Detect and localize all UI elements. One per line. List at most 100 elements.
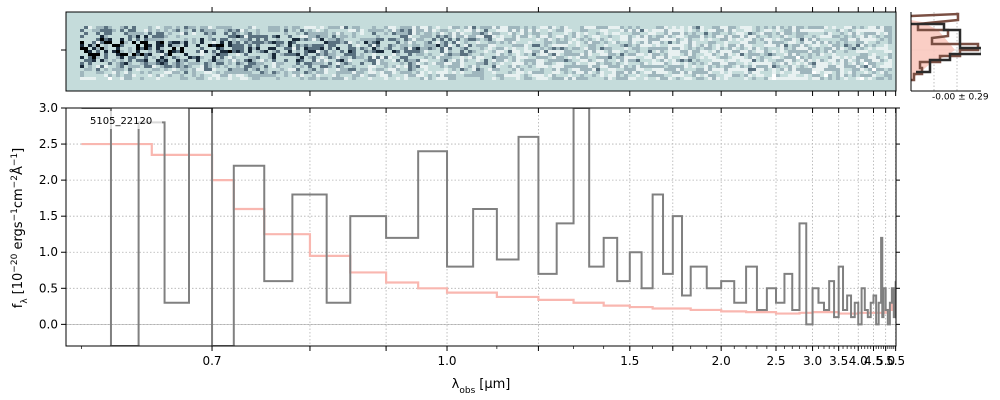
spectrum-2d-pixel [236, 71, 240, 74]
spectrum-2d-pixel [352, 26, 356, 29]
spectrum-2d-pixel [464, 59, 468, 62]
spectrum-2d-pixel [576, 71, 580, 74]
spectrum-2d-pixel [308, 44, 312, 47]
spectrum-2d-pixel [316, 38, 320, 41]
spectrum-2d-pixel [848, 71, 852, 74]
spectrum-2d-pixel [800, 68, 804, 71]
spectrum-2d-pixel [392, 59, 396, 62]
spectrum-2d-pixel [456, 53, 460, 56]
spectrum-2d-pixel [548, 38, 552, 41]
spectrum-2d-pixel [856, 44, 860, 47]
spectrum-2d-pixel [800, 56, 804, 59]
spectrum-2d-pixel [656, 26, 660, 29]
spectrum-2d-pixel [116, 74, 120, 77]
spectrum-2d-pixel [264, 71, 268, 74]
spectrum-2d-pixel [544, 50, 548, 53]
spectrum-2d-pixel [252, 56, 256, 59]
spectrum-2d-pixel [604, 29, 608, 32]
spectrum-2d-pixel [500, 53, 504, 56]
spectrum-2d-pixel [440, 32, 444, 35]
spectrum-2d-pixel [372, 47, 376, 50]
spectrum-2d-pixel [816, 71, 820, 74]
spectrum-2d-pixel [768, 77, 772, 80]
spectrum-2d-pixel [368, 29, 372, 32]
spectrum-2d-pixel [612, 32, 616, 35]
spectrum-2d-pixel [640, 44, 644, 47]
spectrum-2d-pixel [284, 74, 288, 77]
spectrum-2d-pixel [788, 59, 792, 62]
spectrum-2d-pixel [444, 56, 448, 59]
spectrum-2d-pixel [608, 47, 612, 50]
spectrum-2d-pixel [828, 71, 832, 74]
spectrum-2d-pixel [876, 68, 880, 71]
spectrum-2d-pixel [300, 77, 304, 80]
spectrum-2d-pixel [644, 77, 648, 80]
spectrum-2d-pixel [844, 59, 848, 62]
spectrum-2d-pixel [360, 56, 364, 59]
spectrum-2d-pixel [512, 62, 516, 65]
spectrum-2d-pixel [104, 68, 108, 71]
spectrum-2d-pixel [884, 35, 888, 38]
spectrum-2d-pixel [616, 56, 620, 59]
spectrum-2d-pixel [680, 50, 684, 53]
spectrum-2d-pixel [728, 62, 732, 65]
spectrum-2d-pixel [448, 77, 452, 80]
spectrum-2d-pixel [196, 44, 200, 47]
spectrum-2d-pixel [844, 41, 848, 44]
spectrum-2d-pixel [352, 56, 356, 59]
spectrum-2d-pixel [480, 32, 484, 35]
spectrum-2d-pixel [92, 47, 96, 50]
spectrum-2d-pixel [100, 29, 104, 32]
spectrum-2d-pixel [688, 26, 692, 29]
spectrum-2d-pixel [80, 29, 84, 32]
spectrum-2d-pixel [652, 59, 656, 62]
spectrum-2d-pixel [176, 26, 180, 29]
spectrum-2d-pixel [224, 71, 228, 74]
spectrum-2d-pixel [492, 65, 496, 68]
spectrum-2d-pixel [668, 56, 672, 59]
spectrum-2d-pixel [96, 32, 100, 35]
spectrum-2d-pixel [308, 56, 312, 59]
spectrum-2d-pixel [712, 74, 716, 77]
spectrum-2d-pixel [868, 65, 872, 68]
spectrum-2d-pixel [424, 50, 428, 53]
spectrum-2d-pixel [500, 74, 504, 77]
spectrum-2d-pixel [800, 35, 804, 38]
spectrum-2d-pixel [524, 74, 528, 77]
spectrum-2d-pixel [864, 53, 868, 56]
spectrum-2d-pixel [144, 56, 148, 59]
spectrum-2d-pixel [724, 26, 728, 29]
spectrum-2d-pixel [564, 71, 568, 74]
spectrum-2d-pixel [728, 32, 732, 35]
spectrum-2d-pixel [320, 62, 324, 65]
spectrum-2d-pixel [724, 29, 728, 32]
spectrum-2d-pixel [520, 35, 524, 38]
spectrum-2d-pixel [280, 53, 284, 56]
spectrum-2d-pixel [104, 50, 108, 53]
spectrum-2d-pixel [100, 41, 104, 44]
spectrum-2d-pixel [732, 74, 736, 77]
spectrum-2d-pixel [400, 44, 404, 47]
spectrum-2d-pixel [396, 53, 400, 56]
spectrum-2d-pixel [408, 74, 412, 77]
x-tick-label: 1.0 [437, 354, 456, 368]
spectrum-2d-pixel [788, 74, 792, 77]
spectrum-2d-pixel [848, 65, 852, 68]
spectrum-2d-pixel [888, 53, 892, 56]
spectrum-2d-pixel [120, 53, 124, 56]
spectrum-2d-pixel [164, 59, 168, 62]
spectrum-2d-pixel [484, 44, 488, 47]
spectrum-2d-pixel [620, 29, 624, 32]
spectrum-2d-pixel [128, 77, 132, 80]
spectrum-2d-pixel [440, 62, 444, 65]
spectrum-2d-pixel [456, 29, 460, 32]
spectrum-2d-pixel [808, 62, 812, 65]
spectrum-2d-pixel [876, 32, 880, 35]
spectrum-2d-pixel [604, 47, 608, 50]
spectrum-2d-pixel [432, 56, 436, 59]
spectrum-2d-pixel [504, 29, 508, 32]
spectrum-2d-pixel [448, 44, 452, 47]
spectrum-2d-pixel [372, 26, 376, 29]
spectrum-2d-pixel [408, 41, 412, 44]
spectrum-2d-pixel [132, 41, 136, 44]
